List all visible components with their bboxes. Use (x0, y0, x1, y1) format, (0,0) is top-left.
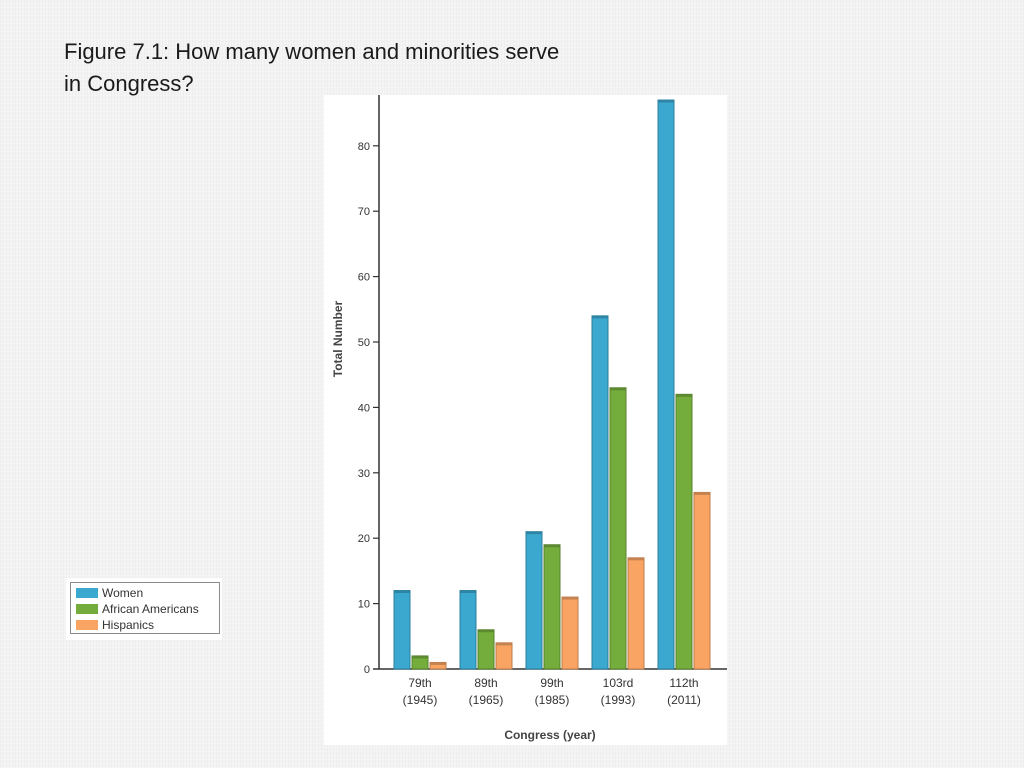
x-tick-label-4-line2: (2011) (667, 693, 701, 707)
bar-cap-0-1 (460, 590, 476, 594)
y-tick-label-70: 70 (358, 206, 370, 218)
bar-women-103rd (591, 315, 609, 670)
bar-cap-1-0 (412, 655, 428, 659)
y-tick-label-80: 80 (358, 141, 370, 153)
x-tick-label-2-line2: (1985) (535, 693, 570, 707)
bar-african-americans-89th (477, 629, 495, 670)
bar-african-americans-112th (675, 393, 693, 670)
y-tick-label-20: 20 (358, 533, 370, 545)
bar-cap-0-0 (394, 590, 410, 594)
bar-chart: 0 10 20 30 40 50 60 70 80 Total Number 79th (1945) 8… (331, 95, 727, 742)
legend-item-african-americans: African Americans (76, 602, 199, 617)
legend-item-hispanics: Hispanics (76, 618, 154, 633)
x-tick-label-3-line2: (1993) (601, 693, 636, 707)
y-tick-label-60: 60 (358, 272, 370, 284)
x-tick-label-2-line1: 99th (540, 676, 563, 690)
x-tick-label-0-line1: 79th (408, 676, 431, 690)
legend-box: Women African Americans Hispanics (70, 582, 220, 634)
x-tick-label-1-line2: (1965) (469, 693, 504, 707)
bar-cap-2-1 (496, 642, 512, 646)
chart-panel: 0 10 20 30 40 50 60 70 80 Total Number 79th (1945) 8… (324, 95, 727, 745)
bar-cap-0-3 (592, 315, 608, 319)
y-tick-label-10: 10 (358, 599, 370, 611)
slide-title: Figure 7.1: How many women and minoritie… (64, 36, 684, 100)
bar-cap-1-4 (676, 394, 692, 397)
bar-cap-2-3 (628, 557, 644, 561)
y-tick-label-0: 0 (364, 664, 370, 676)
bar-cap-2-0 (430, 662, 446, 665)
bar-hispanics-99th (561, 596, 579, 670)
bar-hispanics-89th (495, 642, 513, 670)
bar-hispanics-112th (693, 491, 711, 670)
legend-item-women: Women (76, 586, 143, 601)
bar-women-79th (393, 590, 411, 670)
y-axis-label: Total Number (331, 300, 345, 377)
slide-title-line-2: in Congress? (64, 71, 194, 96)
slide-title-line-1: Figure 7.1: How many women and minoritie… (64, 39, 560, 64)
x-tick-label-1-line1: 89th (474, 676, 497, 690)
bar-african-americans-103rd (609, 387, 627, 670)
legend-label-women: Women (102, 586, 144, 600)
x-axis-label: Congress (year) (504, 728, 595, 742)
bar-cap-2-4 (694, 492, 710, 495)
bar-cap-1-3 (610, 387, 626, 391)
bar-cap-0-2 (526, 531, 542, 535)
legend-swatch-african-americans (76, 604, 98, 614)
x-tick-label-4-line1: 112th (669, 676, 698, 690)
bar-hispanics-103rd (627, 557, 645, 670)
legend-label-african-americans: African Americans (102, 602, 199, 616)
bar-cap-2-2 (562, 597, 578, 600)
bar-women-89th (459, 590, 477, 670)
bar-cap-0-4 (658, 100, 674, 103)
bar-african-americans-99th (543, 544, 561, 670)
bar-women-99th (525, 531, 543, 670)
bar-cap-1-2 (544, 544, 560, 548)
legend-label-hispanics: Hispanics (102, 618, 155, 632)
legend-swatch-women (76, 588, 98, 598)
x-tick-label-0-line2: (1945) (403, 693, 438, 707)
x-tick-label-3-line1: 103rd (603, 676, 634, 690)
bar-cap-1-1 (478, 629, 494, 633)
bar-women-112th (657, 99, 675, 670)
legend-swatch-hispanics (76, 620, 98, 630)
y-tick-label-40: 40 (358, 402, 370, 414)
y-tick-label-50: 50 (358, 337, 370, 349)
chart-legend: Women African Americans Hispanics (66, 578, 222, 640)
y-tick-label-30: 30 (358, 468, 370, 480)
